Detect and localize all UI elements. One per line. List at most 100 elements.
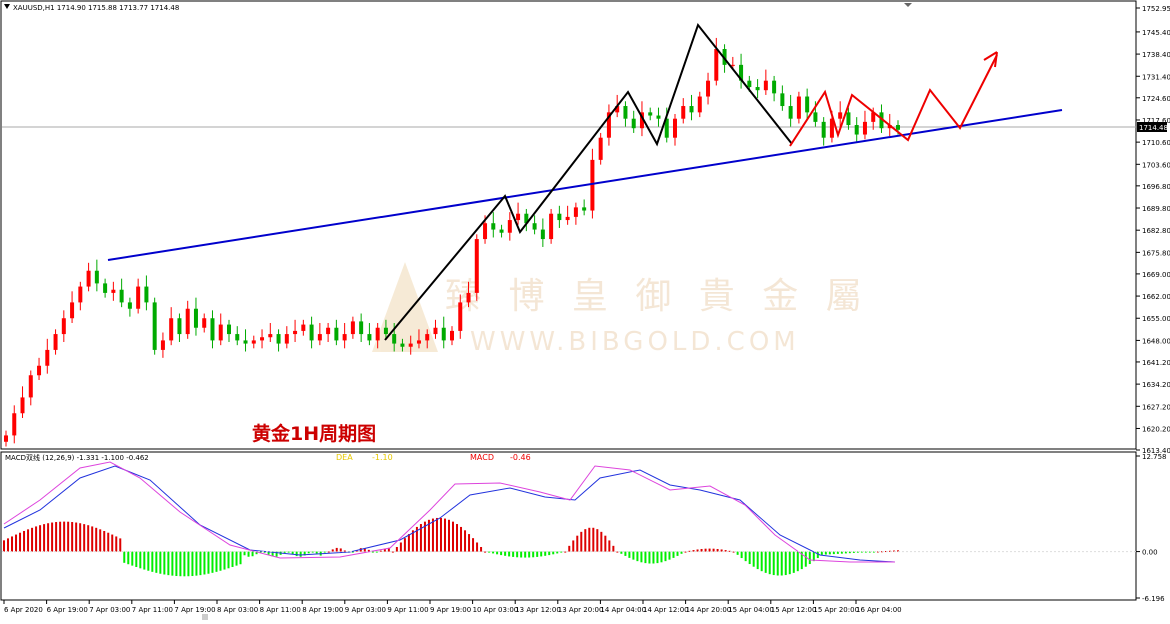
red-projection-path[interactable] <box>789 54 998 147</box>
candle-down <box>689 106 694 113</box>
macd-bar <box>363 548 366 552</box>
price-tick-label: 1662.00 <box>1142 293 1170 301</box>
candle-down <box>805 96 810 113</box>
candle-down <box>491 223 496 230</box>
macd-bar <box>616 551 619 553</box>
chart-annotation-title: 黄金1H周期图 <box>252 422 376 445</box>
macd-bar <box>476 542 479 552</box>
time-tick-label: 8 Apr 11:00 <box>260 606 301 614</box>
price-tick-label: 1752.95 <box>1142 5 1170 13</box>
macd-bar <box>15 534 18 552</box>
price-tick-label: 1731.40 <box>1142 73 1170 81</box>
macd-bar <box>171 551 174 576</box>
candle-down <box>648 112 653 116</box>
macd-bar <box>3 540 5 552</box>
watermark: 臻 博 皇 御 貴 金 屬 WWW.BIBGOLD.COM <box>372 262 862 357</box>
black-wave-path[interactable] <box>384 22 793 341</box>
macd-bar <box>608 540 611 552</box>
current-price-label: 1714.48 <box>1139 124 1168 132</box>
candle-up <box>714 49 719 81</box>
price-tick-label: 1738.40 <box>1142 51 1170 59</box>
price-tick-label: 1682.80 <box>1142 227 1170 235</box>
macd-bar <box>880 551 883 553</box>
macd-bar <box>732 551 735 553</box>
macd-bar <box>399 542 402 552</box>
candle-down <box>177 318 182 335</box>
macd-bar <box>75 522 78 552</box>
candle-down <box>127 302 132 309</box>
macd-bar <box>119 538 122 552</box>
scroll-handle[interactable] <box>202 614 208 620</box>
macd-bar <box>391 551 394 553</box>
candle-up <box>408 343 413 347</box>
candle-up <box>466 292 471 303</box>
candle-up <box>549 213 554 240</box>
macd-bar <box>303 551 306 556</box>
macd-bar <box>123 551 126 563</box>
macd-bar <box>624 551 627 556</box>
macd-bar <box>367 549 370 552</box>
candle-down <box>210 318 215 341</box>
macd-bar <box>636 551 639 562</box>
macd-bar <box>239 551 242 565</box>
candle-down <box>582 207 587 211</box>
macd-bar <box>644 551 647 564</box>
macd-tick-label: -6.196 <box>1142 595 1165 603</box>
candle-down <box>367 334 372 341</box>
price-tick-label: 1689.80 <box>1142 205 1170 213</box>
candle-down <box>780 93 785 107</box>
time-tick-label: 6 Apr 19:00 <box>47 606 88 614</box>
price-tick-label: 1641.20 <box>1142 359 1170 367</box>
candle-down <box>788 106 793 119</box>
macd-line <box>3 465 896 563</box>
macd-bar <box>892 550 895 552</box>
price-axis: 1752.95 1745.40 1738.40 1731.40 1724.60 1717.… <box>1136 5 1170 455</box>
macd-bar <box>612 545 615 552</box>
macd-bar <box>283 551 286 553</box>
macd-bar <box>351 551 354 553</box>
macd-bar <box>884 551 887 553</box>
scroll-marker-icon[interactable] <box>904 3 912 7</box>
candle-up <box>458 302 463 331</box>
candle-up <box>730 64 735 66</box>
macd-bar <box>323 551 326 553</box>
macd-bar <box>512 551 515 557</box>
dea-label: DEA <box>336 453 353 462</box>
macd-bar <box>447 519 450 552</box>
macd-bar <box>51 522 54 552</box>
candle-up <box>474 239 479 293</box>
macd-bar <box>868 551 871 553</box>
arrow-head-icon <box>983 51 998 68</box>
macd-bar <box>860 551 863 553</box>
macd-bar <box>464 530 467 552</box>
candle-up <box>606 112 611 138</box>
time-tick-label: 15 Apr 12:00 <box>771 606 817 614</box>
macd-bar <box>59 521 62 552</box>
candle-up <box>796 96 801 119</box>
signal-line <box>3 461 895 563</box>
macd-bar <box>247 551 250 557</box>
candle-up <box>887 125 892 129</box>
macd-bar <box>788 551 791 575</box>
macd-bar <box>568 545 571 552</box>
macd-tick-label: 12.758 <box>1142 453 1167 461</box>
macd-bar <box>235 551 238 566</box>
candle-up <box>86 270 91 287</box>
candle-up <box>61 318 66 335</box>
macd-bar <box>596 529 599 552</box>
watermark-logo-icon <box>372 262 438 352</box>
candle-up <box>450 330 454 341</box>
macd-bar <box>143 551 146 570</box>
macd-bar <box>648 551 651 564</box>
candle-up <box>871 112 876 122</box>
macd-bar <box>897 550 899 552</box>
macd-bar <box>63 521 66 552</box>
macd-bar <box>800 551 803 570</box>
macd-bar <box>291 551 294 555</box>
macd-bar <box>784 551 787 576</box>
symbol-dropdown-icon[interactable] <box>4 4 10 9</box>
time-tick-label: 6 Apr 2020 <box>4 606 43 614</box>
candle-up <box>697 96 702 113</box>
candle-down <box>227 324 231 335</box>
candle-up <box>37 365 42 376</box>
